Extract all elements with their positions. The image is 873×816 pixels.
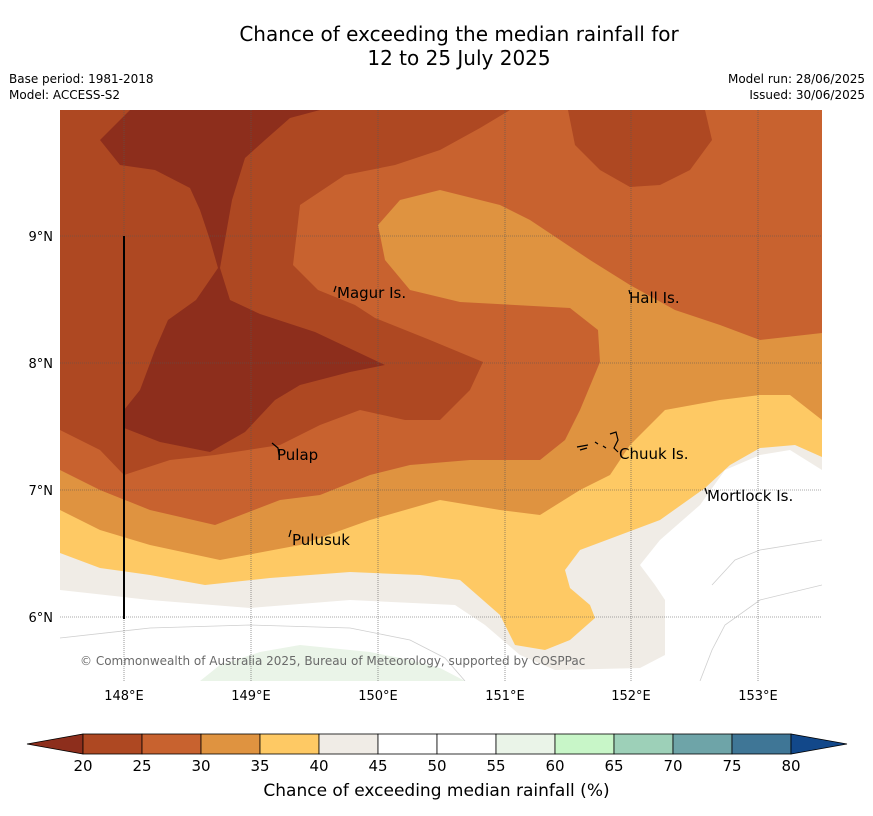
map-title: Chance of exceeding the median rainfall … [0, 22, 873, 70]
colorbar-tick-label: 45 [368, 757, 387, 775]
magur-island-mark [333, 285, 337, 293]
colorbar-tick-label: 60 [545, 757, 564, 775]
meta-left: Base period: 1981-2018 Model: ACCESS-S2 [9, 71, 154, 103]
colorbar-segment [436, 733, 497, 755]
place-label-pulusuk: Pulusuk [292, 531, 350, 549]
graticule [60, 110, 822, 681]
lon-tick-label: 150°E [358, 689, 398, 704]
colorbar-segment [613, 733, 674, 755]
place-label-hall: Hall Is. [629, 289, 680, 307]
colorbar-segment [318, 733, 379, 755]
lat-tick-label: 7°N [29, 484, 54, 499]
chuuk-island-mark [576, 431, 619, 453]
place-label-mortlock: Mortlock Is. [707, 487, 793, 505]
lon-tick-label: 152°E [611, 689, 651, 704]
colorbar-tick-label: 55 [486, 757, 505, 775]
pulusuk-island-mark [288, 529, 292, 538]
colorbar-tick-label: 25 [132, 757, 151, 775]
colorbar-segment [731, 733, 792, 755]
lon-tick-label: 151°E [485, 689, 525, 704]
colorbar-tick-label: 35 [250, 757, 269, 775]
colorbar-tick-label: 65 [604, 757, 623, 775]
place-label-pulap: Pulap [277, 446, 318, 464]
contour-55-60 [200, 645, 465, 681]
colorbar-segment [554, 733, 615, 755]
colorbar-tick-label: 80 [781, 757, 800, 775]
mortlock-island-mark [704, 487, 708, 495]
meta-right: Model run: 28/06/2025 Issued: 30/06/2025 [728, 71, 865, 103]
island-markers [271, 285, 708, 538]
model-run-date: Model run: 28/06/2025 [727, 72, 865, 86]
colorbar-extend-high [790, 733, 848, 755]
colorbar-label: Chance of exceeding median rainfall (%) [263, 781, 610, 801]
colorbar-segment [259, 733, 320, 755]
colorbar-segment [200, 733, 261, 755]
contour-below-20 [100, 110, 385, 452]
hall-island-mark [628, 289, 631, 295]
pulap-island-mark [271, 442, 280, 456]
colorbar-tick-label: 70 [663, 757, 682, 775]
lon-tick-label: 149°E [231, 689, 271, 704]
faint-contours [60, 539, 822, 681]
lon-tick-label: 153°E [738, 689, 778, 704]
base-period: Base period: 1981-2018 [9, 72, 154, 86]
colorbar-extend-low [26, 733, 84, 755]
issued-date: Issued: 30/06/2025 [749, 88, 865, 102]
colorbar-tick-label: 50 [427, 757, 446, 775]
place-label-chuuk: Chuuk Is. [619, 445, 688, 463]
colorbar: 20 25 30 35 40 45 50 55 60 65 70 75 80 [26, 733, 848, 775]
map-plot-area: Magur Is. Hall Is. Pulap Chuuk Is. Mortl… [60, 110, 822, 681]
model-name: Model: ACCESS-S2 [9, 88, 121, 102]
colorbar-tick-label: 75 [722, 757, 741, 775]
title-line-2: 12 to 25 July 2025 [367, 46, 551, 70]
colorbar-segment [377, 733, 438, 755]
lon-tick-label: 148°E [104, 689, 144, 704]
colorbar-segment [82, 733, 143, 755]
colorbar-tick-label: 40 [309, 757, 328, 775]
copyright-text: © Commonwealth of Australia 2025, Bureau… [80, 654, 585, 668]
colorbar-tick-label: 20 [73, 757, 92, 775]
colorbar-segment [672, 733, 733, 755]
colorbar-segment [141, 733, 202, 755]
lat-tick-label: 9°N [29, 230, 54, 245]
lat-tick-label: 8°N [29, 357, 54, 372]
place-label-magur: Magur Is. [337, 284, 406, 302]
colorbar-segment [495, 733, 556, 755]
colorbar-tick-label: 30 [191, 757, 210, 775]
title-line-1: Chance of exceeding the median rainfall … [239, 22, 679, 46]
contour-20-25-north [568, 110, 712, 187]
lat-tick-label: 6°N [29, 611, 54, 626]
